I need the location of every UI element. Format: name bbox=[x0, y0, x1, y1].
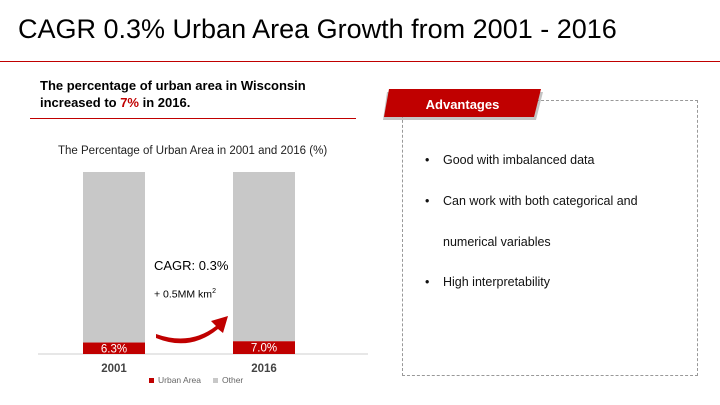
legend-swatch-other bbox=[213, 377, 218, 383]
headline-text: The percentage of urban area in Wisconsi… bbox=[40, 77, 360, 111]
growth-value: + 0.5MM km bbox=[154, 288, 213, 301]
list-item-text: numerical variables bbox=[443, 235, 551, 249]
data-label-2001: 6.3% bbox=[101, 343, 127, 355]
chart-title: The Percentage of Urban Area in 2001 and… bbox=[58, 145, 328, 157]
list-item: • Good with imbalanced data bbox=[425, 150, 594, 170]
cagr-annotation: CAGR: 0.3% bbox=[154, 258, 229, 273]
growth-annotation: + 0.5MM km2 bbox=[154, 288, 216, 301]
bar-other-2016 bbox=[233, 172, 295, 342]
legend-swatch-urban bbox=[149, 377, 154, 383]
headline-divider bbox=[30, 118, 356, 119]
advantages-heading: Advantages bbox=[425, 97, 500, 112]
headline-suffix: in 2016. bbox=[139, 95, 191, 110]
legend-label-urban: Urban Area bbox=[158, 375, 201, 385]
chart-legend: Urban Area Other bbox=[149, 375, 243, 385]
bullet-icon: • bbox=[425, 275, 430, 289]
list-item: • High interpretability bbox=[425, 272, 550, 292]
list-item-text: Can work with both categorical and bbox=[443, 194, 638, 208]
list-item-continuation: numerical variables bbox=[425, 232, 551, 252]
bar-urban-2016 bbox=[233, 341, 295, 354]
data-label-2016: 7.0% bbox=[251, 343, 277, 355]
list-item-text: Good with imbalanced data bbox=[443, 153, 595, 167]
bar-other-2001 bbox=[83, 172, 145, 343]
category-label-2001: 2001 bbox=[101, 363, 127, 375]
slide-title: CAGR 0.3% Urban Area Growth from 2001 - … bbox=[18, 14, 617, 44]
headline-highlight: 7% bbox=[120, 95, 139, 110]
growth-arrow-icon bbox=[156, 316, 228, 344]
category-label-2016: 2016 bbox=[251, 363, 277, 375]
bar-urban-2001 bbox=[83, 342, 145, 354]
legend-label-other: Other bbox=[222, 375, 244, 385]
list-item-text: High interpretability bbox=[443, 275, 550, 289]
list-item: • Can work with both categorical and bbox=[425, 191, 638, 211]
growth-unit-exponent: 2 bbox=[212, 288, 216, 295]
bullet-icon: • bbox=[425, 194, 430, 208]
stacked-bar-chart: 6.3% 2001 7.0% 2016 bbox=[38, 172, 368, 375]
advantages-panel bbox=[402, 100, 698, 376]
advantages-tab bbox=[383, 89, 543, 120]
title-divider bbox=[0, 61, 720, 62]
bullet-icon: • bbox=[425, 153, 430, 167]
headline-prefix: The percentage of urban area in Wisconsi… bbox=[40, 78, 306, 110]
